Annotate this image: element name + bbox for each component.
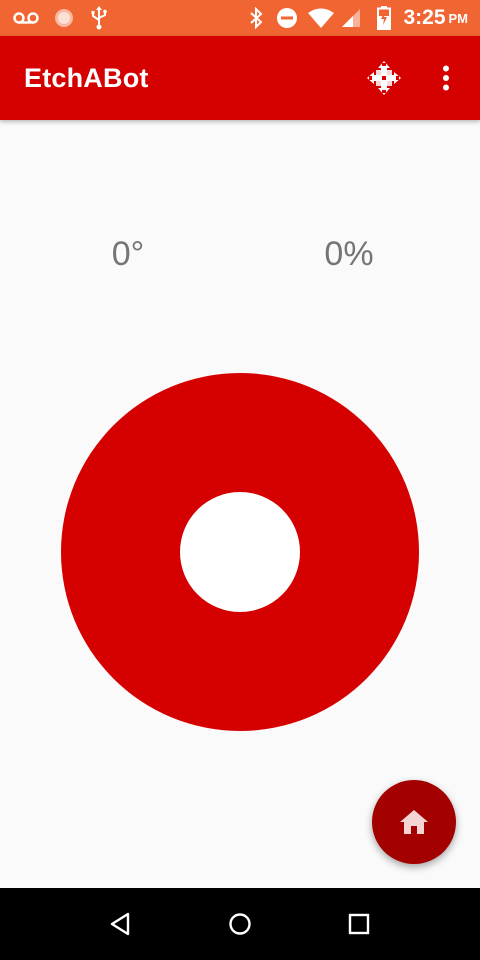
home-fab-button[interactable] (372, 780, 456, 864)
status-bar: 3:25 PM (0, 0, 480, 36)
move-icon (367, 61, 401, 95)
joystick-knob[interactable] (180, 492, 300, 612)
back-icon (110, 912, 130, 936)
battery-charging-icon (374, 0, 394, 36)
joystick-pad[interactable] (61, 373, 419, 731)
voicemail-icon (12, 0, 40, 36)
recents-icon (348, 913, 370, 935)
bluetooth-icon (246, 0, 266, 36)
cell-signal-icon (340, 0, 362, 36)
app-title: EtchABot (24, 63, 149, 93)
move-button[interactable] (360, 58, 408, 98)
power-readout: 0% (324, 235, 374, 273)
overflow-menu-button[interactable] (426, 58, 466, 98)
usb-icon (88, 0, 110, 36)
system-nav-bar (0, 888, 480, 960)
angle-readout: 0° (111, 235, 145, 273)
status-time: 3:25 (403, 6, 446, 29)
home-icon (400, 810, 428, 834)
home-circle-icon (229, 913, 251, 935)
nav-home-button[interactable] (216, 900, 264, 948)
status-clock: 3:25 PM (403, 0, 468, 36)
notification-dot-icon (52, 0, 76, 36)
overflow-menu-icon (443, 65, 449, 91)
nav-recents-button[interactable] (335, 900, 383, 948)
app-bar: EtchABot (0, 36, 480, 120)
status-ampm: PM (448, 10, 469, 26)
nav-back-button[interactable] (96, 900, 144, 948)
wifi-icon (306, 0, 336, 36)
do-not-disturb-icon (274, 0, 300, 36)
